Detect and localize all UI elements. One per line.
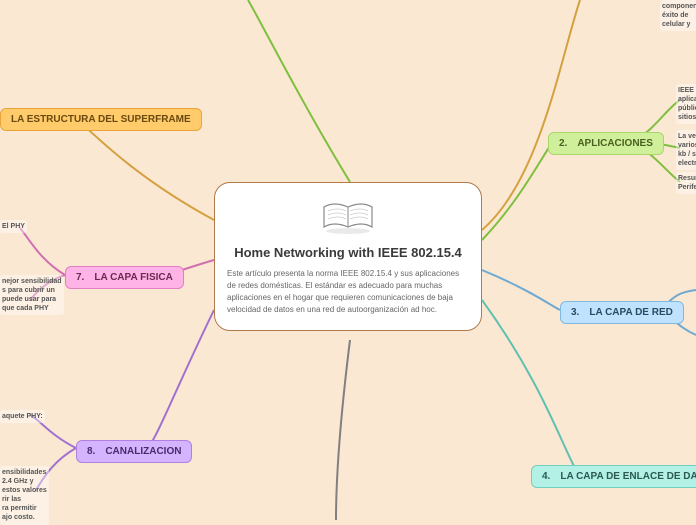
center-topic[interactable]: Home Networking with IEEE 802.15.4 Este … — [214, 182, 482, 331]
edge — [482, 300, 575, 468]
branch-node[interactable]: 8. CANALIZACION — [76, 440, 192, 463]
leaf-text: componente éxito de celular y — [660, 0, 696, 31]
center-title: Home Networking with IEEE 802.15.4 — [227, 245, 469, 260]
leaf-text: nejor sensibilidad s para cubrir un pued… — [0, 275, 64, 315]
center-description: Este artículo presenta la norma IEEE 802… — [227, 268, 469, 316]
branch-node[interactable]: 2. APLICACIONES — [548, 132, 664, 155]
edge — [482, 143, 552, 240]
edge — [248, 0, 350, 182]
leaf-text: Resum Perife — [676, 172, 696, 194]
branch-node[interactable]: 7. LA CAPA FISICA — [65, 266, 184, 289]
leaf-text: aquete PHY: — [0, 410, 45, 423]
edge — [20, 228, 65, 275]
leaf-text: El PHY — [0, 220, 27, 233]
edge — [150, 310, 214, 445]
edge — [482, 270, 560, 310]
edge — [80, 122, 214, 220]
edge — [336, 340, 350, 520]
branch-node[interactable]: 3. LA CAPA DE RED — [560, 301, 684, 324]
leaf-text: IEEE aplicac públic sitios — [676, 84, 696, 124]
leaf-text: ensibilidades 2.4 GHz y estos valores ri… — [0, 466, 49, 525]
branch-node[interactable]: LA ESTRUCTURA DEL SUPERFRAME — [0, 108, 202, 131]
book-icon — [320, 197, 376, 237]
edge — [482, 0, 580, 230]
branch-node[interactable]: 4. LA CAPA DE ENLACE DE DATOS — [531, 465, 696, 488]
leaf-text: La velo varios kb / s electr — [676, 130, 696, 170]
